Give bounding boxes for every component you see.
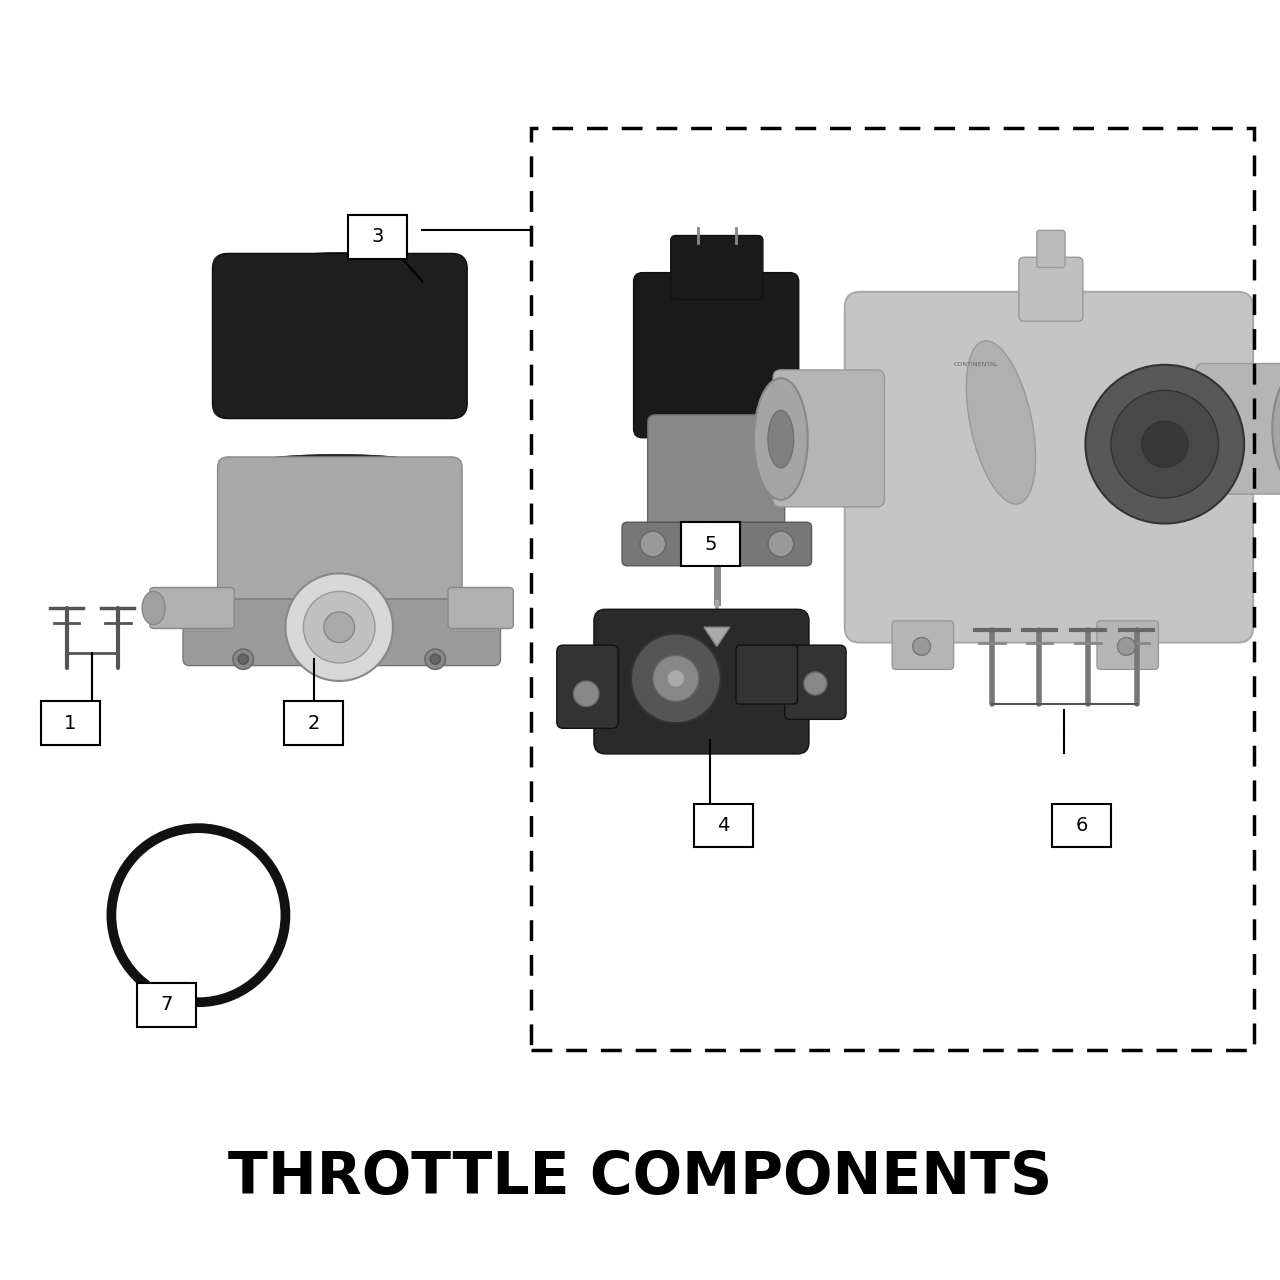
Circle shape [913,637,931,655]
FancyBboxPatch shape [634,273,799,438]
FancyBboxPatch shape [785,645,846,719]
FancyBboxPatch shape [681,522,740,566]
Ellipse shape [142,591,165,625]
FancyBboxPatch shape [284,701,343,745]
Circle shape [1085,365,1244,524]
Circle shape [425,649,445,669]
Circle shape [667,669,685,687]
FancyBboxPatch shape [845,292,1253,643]
Circle shape [1117,637,1135,655]
Ellipse shape [238,454,436,480]
Circle shape [233,649,253,669]
Text: 5: 5 [704,535,717,553]
Circle shape [631,634,721,723]
FancyBboxPatch shape [648,415,785,545]
Ellipse shape [234,484,440,509]
FancyBboxPatch shape [137,983,196,1027]
FancyBboxPatch shape [557,645,618,728]
Ellipse shape [966,340,1036,504]
FancyBboxPatch shape [1196,364,1280,494]
FancyBboxPatch shape [1052,804,1111,847]
FancyBboxPatch shape [448,588,513,628]
Circle shape [285,573,393,681]
FancyBboxPatch shape [212,253,467,419]
Text: CONTINENTAL: CONTINENTAL [954,362,997,367]
FancyBboxPatch shape [694,804,753,847]
FancyBboxPatch shape [218,457,462,650]
Circle shape [238,654,248,664]
FancyBboxPatch shape [622,522,812,566]
FancyBboxPatch shape [594,609,809,754]
Text: 3: 3 [371,228,384,246]
Circle shape [653,655,699,701]
Circle shape [768,531,794,557]
Text: THROTTLE COMPONENTS: THROTTLE COMPONENTS [228,1149,1052,1206]
Circle shape [303,591,375,663]
Ellipse shape [223,572,452,598]
FancyBboxPatch shape [348,215,407,259]
Circle shape [430,654,440,664]
Text: 2: 2 [307,714,320,732]
Ellipse shape [1272,371,1280,486]
Ellipse shape [230,513,444,539]
Ellipse shape [218,253,461,324]
Ellipse shape [768,410,794,467]
Text: 6: 6 [1075,817,1088,835]
FancyBboxPatch shape [773,370,884,507]
Circle shape [1142,421,1188,467]
FancyBboxPatch shape [1019,257,1083,321]
Circle shape [324,612,355,643]
FancyBboxPatch shape [1097,621,1158,669]
Ellipse shape [754,379,808,500]
Circle shape [573,681,599,707]
FancyBboxPatch shape [41,701,100,745]
Text: 7: 7 [160,996,173,1014]
Circle shape [640,531,666,557]
Text: 4: 4 [717,817,730,835]
Text: 1: 1 [64,714,77,732]
Polygon shape [704,627,730,646]
FancyBboxPatch shape [671,236,763,300]
FancyBboxPatch shape [183,599,500,666]
FancyBboxPatch shape [1037,230,1065,268]
Circle shape [804,672,827,695]
FancyBboxPatch shape [736,645,797,704]
Circle shape [1111,390,1219,498]
FancyBboxPatch shape [150,588,234,628]
Ellipse shape [227,543,448,568]
FancyBboxPatch shape [892,621,954,669]
